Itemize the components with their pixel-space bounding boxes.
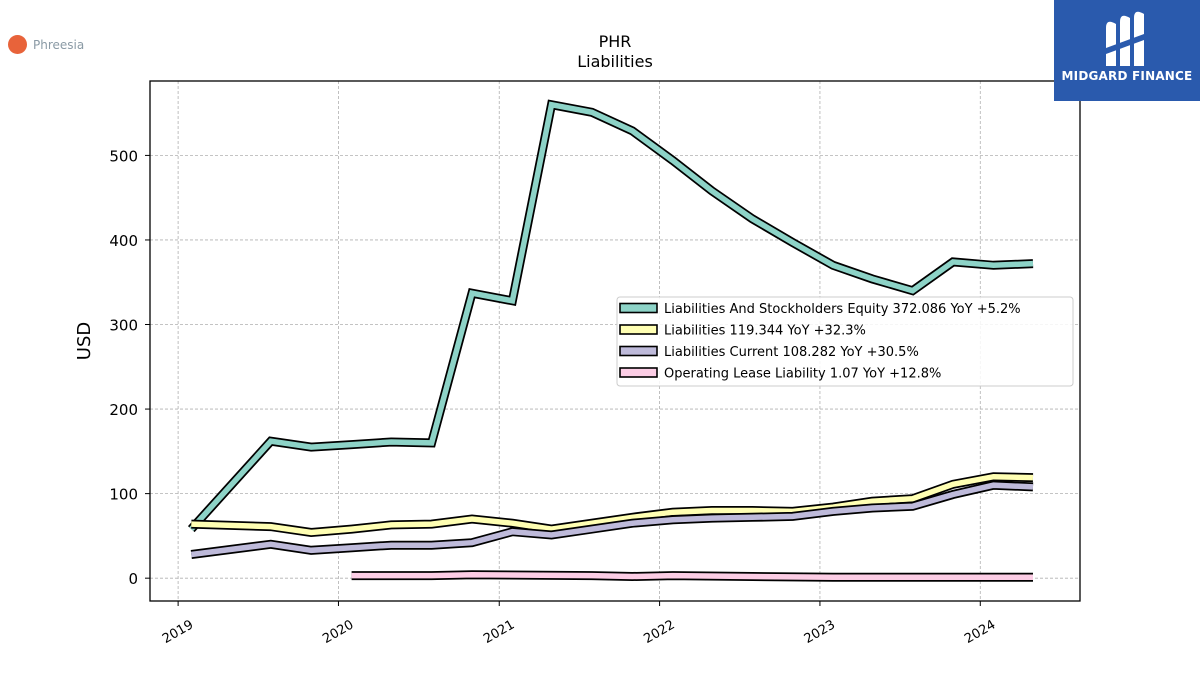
y-tick-label: 100 [109,486,138,504]
legend-label: Liabilities And Stockholders Equity 372.… [664,302,1021,317]
series-liabilities-and-stockholders-equity [187,99,1034,533]
series-layer [187,99,1034,582]
watermark-logo-icon [1106,11,1144,66]
company-name: Phreesia [33,37,85,52]
legend-swatch [619,367,658,378]
x-tick-label: 2023 [802,617,838,647]
x-tick-label: 2024 [962,617,998,647]
x-tick-label: 2021 [481,617,517,647]
plot-frame [149,80,1081,602]
y-tick-label: 200 [109,401,138,419]
legend: Liabilities And Stockholders Equity 372.… [616,296,1074,387]
series-line [191,473,1034,536]
y-tick-label: 300 [109,317,138,335]
y-axis-label: USD [74,322,95,360]
series-line [351,572,1033,581]
legend-label: Liabilities Current 108.282 YoY +30.5% [664,345,919,360]
x-tick-label: 2020 [320,617,356,647]
chart-title: PHR [599,32,632,51]
watermark-logo: MIDGARD FINANCE [1054,0,1200,101]
legend-swatch [619,345,658,357]
company-logo-icon [8,35,27,54]
series-liabilities [191,472,1034,538]
x-tick-label: 2022 [641,617,677,647]
x-tick-label: 2019 [160,617,196,647]
series-operating-lease-liability [351,570,1033,582]
legend-label: Liabilities 119.344 YoY +32.3% [664,324,866,339]
series-line [189,101,1034,531]
legend-label: Operating Lease Liability 1.07 YoY +12.8… [664,367,941,382]
y-tick-label: 500 [109,147,138,165]
series-line [190,482,1034,558]
company-logo: Phreesia [8,35,84,54]
legend-swatch [619,324,658,335]
legend-swatch [619,302,658,314]
series-liabilities-current [190,480,1034,559]
legend-box [616,296,1074,387]
y-tick-label: 400 [109,232,138,250]
y-tick-label: 0 [128,570,138,588]
chart-subtitle: Liabilities [577,52,653,71]
watermark-text: MIDGARD FINANCE [1061,69,1193,83]
